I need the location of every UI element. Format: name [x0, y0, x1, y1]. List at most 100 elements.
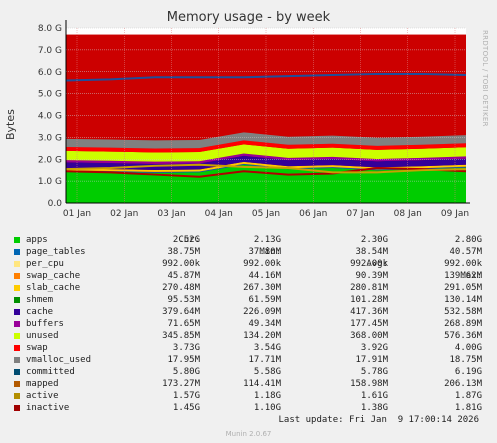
- legend-avg-value: 5.78G: [360, 367, 388, 377]
- x-tick-label: 07 Jan: [346, 209, 374, 219]
- legend-min-value: 2.13G: [253, 235, 281, 245]
- legend-avg-value: 368.00M: [350, 331, 388, 341]
- legend-avg-value: 1.38G: [360, 403, 388, 413]
- legend-swatch: [14, 405, 20, 411]
- y-tick-label: 5.0 G: [38, 90, 62, 100]
- legend-swatch: [14, 321, 20, 327]
- legend-avg-value: 90.39M: [355, 271, 388, 281]
- legend-max-value: 2.80G: [454, 235, 482, 245]
- legend-swatch: [14, 333, 20, 339]
- legend-header-cur: Cur:: [178, 235, 200, 245]
- legend-series-name: buffers: [26, 319, 64, 329]
- legend-cur-value: 95.53M: [167, 295, 200, 305]
- y-tick-label: 8.0 G: [38, 24, 62, 34]
- legend-cur-value: 2.52G: [172, 235, 200, 245]
- legend-series-name: per_cpu: [26, 259, 64, 269]
- y-tick-label: 3.0 G: [38, 133, 62, 143]
- legend-avg-value: 101.28M: [350, 295, 388, 305]
- legend-row-buffers: buffers 71.65M 49.34M 177.45M 268.89M: [12, 318, 492, 330]
- legend-series-name: cache: [26, 307, 54, 317]
- y-tick-label: 7.0 G: [38, 46, 62, 56]
- legend-swatch: [14, 393, 20, 399]
- legend-cur-value: 38.75M: [167, 247, 200, 257]
- legend-swatch: [14, 357, 20, 363]
- legend-avg-value: 158.98M: [350, 379, 388, 389]
- chart-title: Memory usage - by week: [166, 10, 331, 25]
- legend-row-active: active 1.57G 1.18G 1.61G 1.87G: [12, 390, 492, 402]
- legend-row-committed: committed 5.80G 5.58G 5.78G 6.19G: [12, 366, 492, 378]
- legend-avg-value: 177.45M: [350, 319, 388, 329]
- legend-header-min: Min:: [259, 247, 281, 257]
- legend-min-value: 61.59M: [248, 295, 281, 305]
- x-tick-label: 05 Jan: [252, 209, 280, 219]
- legend-swatch: [14, 249, 20, 255]
- x-tick-label: 02 Jan: [110, 209, 138, 219]
- legend-swatch: [14, 369, 20, 375]
- x-tick-label: 09 Jan: [441, 209, 469, 219]
- y-tick-label: 6.0 G: [38, 68, 62, 78]
- munin-version: Munin 2.0.67: [225, 430, 272, 438]
- legend-row-slab-cache: slab_cache 270.48M 267.30M 280.81M 291.05M: [12, 282, 492, 294]
- legend-header-max: Max:: [460, 271, 482, 281]
- legend-max-value: 130.14M: [444, 295, 482, 305]
- legend-min-value: 1.18G: [253, 391, 281, 401]
- legend-min-value: 17.71M: [248, 355, 281, 365]
- legend-max-value: 1.87G: [454, 391, 482, 401]
- legend-row-mapped: mapped 173.27M 114.41M 158.98M 206.13M: [12, 378, 492, 390]
- x-tick-label: 08 Jan: [394, 209, 422, 219]
- legend-min-value: 3.54G: [253, 343, 281, 353]
- legend-max-value: 6.19G: [454, 367, 482, 377]
- legend-row-page-tables: page_tables 38.75M 37.80M 38.54M 40.57M: [12, 246, 492, 258]
- legend-avg-value: 280.81M: [350, 283, 388, 293]
- y-tick-label: 4.0 G: [38, 112, 62, 122]
- legend-max-value: 291.05M: [444, 283, 482, 293]
- legend-swatch: [14, 273, 20, 279]
- legend-swatch: [14, 285, 20, 291]
- legend-min-value: 49.34M: [248, 319, 281, 329]
- series-area-swap-cache: [66, 161, 466, 172]
- legend-series-name: apps: [26, 235, 48, 245]
- plot-area: 0.0 1.0 G 2.0 G 3.0 G 4.0 G 5.0 G 6.0 G 7.0 G 8.…: [38, 20, 470, 219]
- legend-avg-value: 2.30G: [360, 235, 388, 245]
- legend-min-value: 267.30M: [243, 283, 281, 293]
- legend-swatch: [14, 381, 20, 387]
- legend-max-value: 992.00k: [444, 259, 482, 269]
- legend-cur-value: 45.87M: [167, 271, 200, 281]
- legend-cur-value: 71.65M: [167, 319, 200, 329]
- legend-avg-value: 17.91M: [355, 355, 388, 365]
- legend-min-value: 992.00k: [243, 259, 281, 269]
- legend-max-value: 1.81G: [454, 403, 482, 413]
- legend-cur-value: 270.48M: [162, 283, 200, 293]
- legend-series-name: page_tables: [26, 247, 86, 257]
- legend-cur-value: 173.27M: [162, 379, 200, 389]
- legend-cur-value: 345.85M: [162, 331, 200, 341]
- legend-avg-value: 3.92G: [360, 343, 388, 353]
- legend-max-value: 40.57M: [449, 247, 482, 257]
- legend-cur-value: 1.57G: [172, 391, 200, 401]
- legend-cur-value: 3.73G: [172, 343, 200, 353]
- legend-min-value: 226.09M: [243, 307, 281, 317]
- legend-row-vmalloc-used: vmalloc_used 17.95M 17.71M 17.91M 18.75M: [12, 354, 492, 366]
- legend-series-name: swap_cache: [26, 271, 81, 281]
- legend-max-value: 576.36M: [444, 331, 482, 341]
- legend-series-name: swap: [26, 343, 48, 353]
- last-update: Last update: Fri Jan 9 17:00:14 2026: [278, 415, 479, 425]
- legend-series-name: mapped: [26, 379, 59, 389]
- legend-row-swap: swap 3.73G 3.54G 3.92G 4.00G: [12, 342, 492, 354]
- legend-series-name: active: [26, 391, 59, 401]
- y-tick-label: 1.0 G: [38, 177, 62, 187]
- legend-max-value: 532.58M: [444, 307, 482, 317]
- legend-cur-value: 992.00k: [162, 259, 200, 269]
- legend-cur-value: 5.80G: [172, 367, 200, 377]
- legend-swatch: [14, 309, 20, 315]
- legend-min-value: 44.16M: [248, 271, 281, 281]
- legend-row-unused: unused 345.85M 134.20M 368.00M 576.36M: [12, 330, 492, 342]
- legend-max-value: 268.89M: [444, 319, 482, 329]
- legend-header: Cur: Min: Avg: Max:: [12, 222, 492, 281]
- x-tick-label: 06 Jan: [299, 209, 327, 219]
- legend-row-inactive: inactive 1.45G 1.10G 1.38G 1.81G: [12, 402, 492, 414]
- legend-avg-value: 417.36M: [350, 307, 388, 317]
- legend-cur-value: 17.95M: [167, 355, 200, 365]
- x-tick-label: 03 Jan: [157, 209, 185, 219]
- legend-min-value: 1.10G: [253, 403, 281, 413]
